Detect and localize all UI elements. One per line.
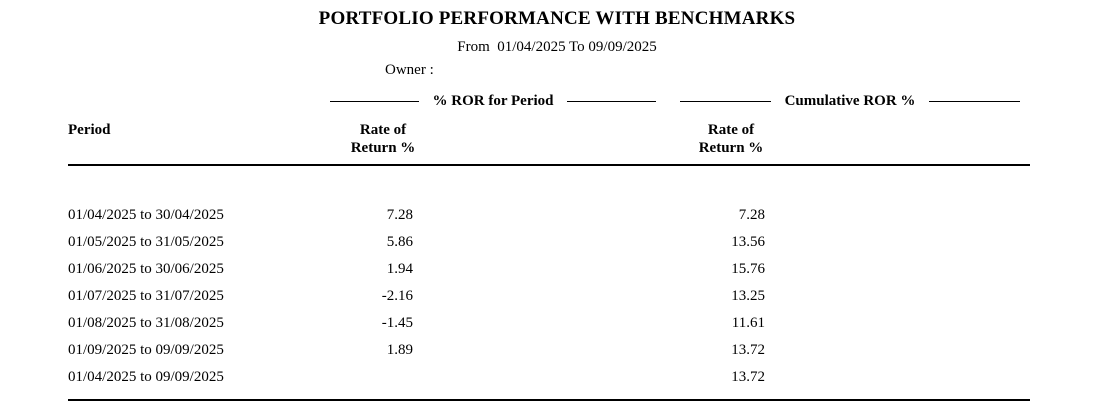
table-row: 01/09/2025 to 09/09/2025 1.89 13.72 (0, 337, 1114, 364)
row-cumulative-value: 13.72 (731, 342, 765, 358)
table-row: 01/04/2025 to 09/09/2025 13.72 (0, 364, 1114, 391)
row-period: 01/04/2025 to 09/09/2025 (68, 369, 224, 385)
row-ror-value: 5.86 (386, 234, 413, 250)
row-cumulative-value: 7.28 (738, 207, 765, 223)
column-header-rate-of-return-line2: Return % (350, 140, 416, 156)
row-period: 01/04/2025 to 30/04/2025 (68, 207, 224, 223)
table-row: 01/08/2025 to 31/08/2025 -1.45 11.61 (0, 310, 1114, 337)
row-cumulative-value: 11.61 (731, 315, 765, 331)
rule-right-segment (567, 100, 657, 102)
row-period: 01/08/2025 to 31/08/2025 (68, 315, 224, 331)
row-period: 01/07/2025 to 31/07/2025 (68, 288, 224, 304)
header-divider-rule (68, 164, 1030, 166)
group-header-period-ror-label: % ROR for Period (432, 92, 554, 109)
row-cumulative-value: 13.72 (731, 369, 765, 385)
group-header-cumulative-ror-label: Cumulative ROR % (784, 92, 916, 109)
row-ror-value: 1.94 (386, 261, 413, 277)
column-header-cumulative-rate-of-return-line2: Return % (698, 140, 764, 156)
column-header-rate-of-return-line1: Rate of (359, 122, 407, 138)
group-header-period-ror: % ROR for Period (330, 92, 657, 109)
report-title: PORTFOLIO PERFORMANCE WITH BENCHMARKS (318, 8, 796, 29)
row-ror-value: 1.89 (386, 342, 413, 358)
column-header-cumulative-rate-of-return: Rate of Return % (661, 121, 801, 157)
row-cumulative-value: 15.76 (731, 261, 765, 277)
row-ror-value: 7.28 (386, 207, 413, 223)
rule-left-segment (330, 100, 419, 102)
rule-right-segment (929, 100, 1020, 102)
rule-left-segment (680, 100, 771, 102)
table-body: 01/04/2025 to 30/04/2025 7.28 7.28 01/05… (0, 202, 1114, 391)
row-cumulative-value: 13.56 (731, 234, 765, 250)
column-header-cumulative-rate-of-return-line1: Rate of (707, 122, 755, 138)
row-period: 01/06/2025 to 30/06/2025 (68, 261, 224, 277)
row-ror-value: -1.45 (381, 315, 413, 331)
column-header-period: Period (68, 122, 111, 138)
table-row: 01/05/2025 to 31/05/2025 5.86 13.56 (0, 229, 1114, 256)
row-cumulative-value: 13.25 (731, 288, 765, 304)
owner-label: Owner : (385, 62, 434, 78)
table-row: 01/06/2025 to 30/06/2025 1.94 15.76 (0, 256, 1114, 283)
column-header-rate-of-return: Rate of Return % (313, 121, 453, 157)
table-row: 01/07/2025 to 31/07/2025 -2.16 13.25 (0, 283, 1114, 310)
row-ror-value: -2.16 (381, 288, 413, 304)
footer-divider-rule (68, 399, 1030, 401)
row-period: 01/09/2025 to 09/09/2025 (68, 342, 224, 358)
group-header-cumulative-ror: Cumulative ROR % (680, 93, 1020, 109)
report-date-range: From 01/04/2025 To 09/09/2025 (457, 39, 657, 55)
table-row: 01/04/2025 to 30/04/2025 7.28 7.28 (0, 202, 1114, 229)
row-period: 01/05/2025 to 31/05/2025 (68, 234, 224, 250)
